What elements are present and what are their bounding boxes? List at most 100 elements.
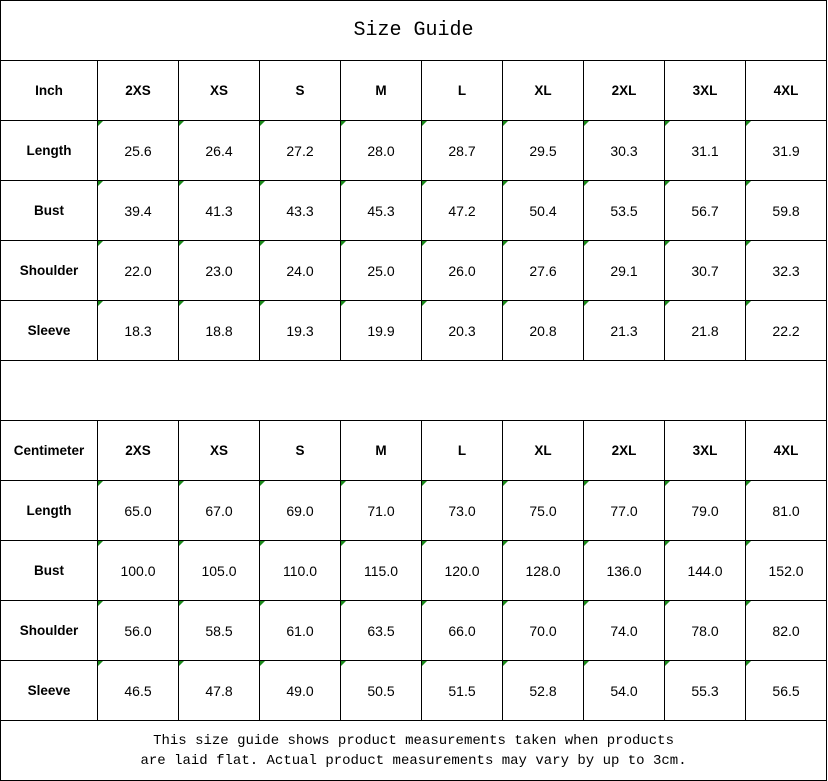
value-cell[interactable]: 32.3 xyxy=(744,240,828,301)
value-cell[interactable]: 77.0 xyxy=(583,480,665,541)
value-cell[interactable]: 136.0 xyxy=(583,540,665,601)
size-header[interactable]: S xyxy=(259,420,341,481)
value-cell[interactable]: 59.8 xyxy=(744,180,828,241)
value-cell[interactable]: 47.2 xyxy=(421,180,503,241)
value-cell[interactable]: 26.0 xyxy=(421,240,503,301)
size-header[interactable]: XS xyxy=(178,60,260,121)
value-cell[interactable]: 81.0 xyxy=(744,480,828,541)
value-cell[interactable]: 58.5 xyxy=(178,600,260,661)
size-header[interactable]: XS xyxy=(178,420,260,481)
value-cell[interactable]: 61.0 xyxy=(259,600,341,661)
value-cell[interactable]: 22.2 xyxy=(744,300,828,361)
row-label[interactable]: Bust xyxy=(0,540,98,601)
value-cell[interactable]: 24.0 xyxy=(259,240,341,301)
value-cell[interactable]: 27.6 xyxy=(502,240,584,301)
value-cell[interactable]: 19.9 xyxy=(340,300,422,361)
value-cell[interactable]: 21.3 xyxy=(583,300,665,361)
value-cell[interactable]: 22.0 xyxy=(97,240,179,301)
value-cell[interactable]: 75.0 xyxy=(502,480,584,541)
value-cell[interactable]: 82.0 xyxy=(744,600,828,661)
value-cell[interactable]: 52.8 xyxy=(502,660,584,721)
value-cell[interactable]: 66.0 xyxy=(421,600,503,661)
size-header[interactable]: 3XL xyxy=(664,60,746,121)
row-label[interactable]: Bust xyxy=(0,180,98,241)
value-cell[interactable]: 20.8 xyxy=(502,300,584,361)
unit-header[interactable]: Inch xyxy=(0,60,98,121)
value-cell[interactable]: 120.0 xyxy=(421,540,503,601)
value-cell[interactable]: 50.5 xyxy=(340,660,422,721)
value-cell[interactable]: 20.3 xyxy=(421,300,503,361)
value-cell[interactable]: 53.5 xyxy=(583,180,665,241)
size-header[interactable]: 2XL xyxy=(583,420,665,481)
value-cell[interactable]: 28.0 xyxy=(340,120,422,181)
value-cell[interactable]: 30.3 xyxy=(583,120,665,181)
unit-header[interactable]: Centimeter xyxy=(0,420,98,481)
size-header[interactable]: 2XS xyxy=(97,420,179,481)
size-header[interactable]: 3XL xyxy=(664,420,746,481)
value-cell[interactable]: 152.0 xyxy=(744,540,828,601)
value-cell[interactable]: 73.0 xyxy=(421,480,503,541)
value-cell[interactable]: 47.8 xyxy=(178,660,260,721)
value-cell[interactable]: 43.3 xyxy=(259,180,341,241)
value-cell[interactable]: 70.0 xyxy=(502,600,584,661)
value-cell[interactable]: 45.3 xyxy=(340,180,422,241)
size-header[interactable]: 2XS xyxy=(97,60,179,121)
value-cell[interactable]: 18.3 xyxy=(97,300,179,361)
value-cell[interactable]: 25.6 xyxy=(97,120,179,181)
value-cell[interactable]: 29.1 xyxy=(583,240,665,301)
value-cell[interactable]: 65.0 xyxy=(97,480,179,541)
value-cell[interactable]: 50.4 xyxy=(502,180,584,241)
value-cell[interactable]: 56.7 xyxy=(664,180,746,241)
value-cell[interactable]: 56.0 xyxy=(97,600,179,661)
value-cell[interactable]: 67.0 xyxy=(178,480,260,541)
value-cell[interactable]: 69.0 xyxy=(259,480,341,541)
size-header[interactable]: 4XL xyxy=(744,60,828,121)
value-cell[interactable]: 28.7 xyxy=(421,120,503,181)
size-header[interactable]: L xyxy=(421,420,503,481)
size-header[interactable]: 4XL xyxy=(744,420,828,481)
size-header[interactable]: S xyxy=(259,60,341,121)
size-header[interactable]: XL xyxy=(502,420,584,481)
value-cell[interactable]: 55.3 xyxy=(664,660,746,721)
value-cell[interactable]: 23.0 xyxy=(178,240,260,301)
value-cell[interactable]: 49.0 xyxy=(259,660,341,721)
value-cell[interactable]: 79.0 xyxy=(664,480,746,541)
value-cell[interactable]: 31.9 xyxy=(744,120,828,181)
value-cell[interactable]: 31.1 xyxy=(664,120,746,181)
row-label[interactable]: Length xyxy=(0,480,98,541)
row-label[interactable]: Shoulder xyxy=(0,600,98,661)
value-cell[interactable]: 100.0 xyxy=(97,540,179,601)
value-cell[interactable]: 63.5 xyxy=(340,600,422,661)
value-cell[interactable]: 39.4 xyxy=(97,180,179,241)
value-cell[interactable]: 74.0 xyxy=(583,600,665,661)
value-cell[interactable]: 26.4 xyxy=(178,120,260,181)
row-label[interactable]: Shoulder xyxy=(0,240,98,301)
row-label[interactable]: Sleeve xyxy=(0,660,98,721)
value-cell[interactable]: 78.0 xyxy=(664,600,746,661)
row-label[interactable]: Length xyxy=(0,120,98,181)
value-cell[interactable]: 18.8 xyxy=(178,300,260,361)
value-cell[interactable]: 144.0 xyxy=(664,540,746,601)
value-cell[interactable]: 27.2 xyxy=(259,120,341,181)
value-cell[interactable]: 128.0 xyxy=(502,540,584,601)
value-cell[interactable]: 29.5 xyxy=(502,120,584,181)
value-cell[interactable]: 41.3 xyxy=(178,180,260,241)
value-cell[interactable]: 51.5 xyxy=(421,660,503,721)
value-cell[interactable]: 21.8 xyxy=(664,300,746,361)
value-cell[interactable]: 71.0 xyxy=(340,480,422,541)
value-cell[interactable]: 46.5 xyxy=(97,660,179,721)
size-header[interactable]: L xyxy=(421,60,503,121)
size-header[interactable]: M xyxy=(340,60,422,121)
size-header[interactable]: 2XL xyxy=(583,60,665,121)
value-cell[interactable]: 105.0 xyxy=(178,540,260,601)
row-label[interactable]: Sleeve xyxy=(0,300,98,361)
value-cell[interactable]: 56.5 xyxy=(744,660,828,721)
value-cell[interactable]: 115.0 xyxy=(340,540,422,601)
value-cell[interactable]: 19.3 xyxy=(259,300,341,361)
value-cell[interactable]: 110.0 xyxy=(259,540,341,601)
size-header[interactable]: M xyxy=(340,420,422,481)
value-cell[interactable]: 30.7 xyxy=(664,240,746,301)
size-header[interactable]: XL xyxy=(502,60,584,121)
value-cell[interactable]: 54.0 xyxy=(583,660,665,721)
value-cell[interactable]: 25.0 xyxy=(340,240,422,301)
